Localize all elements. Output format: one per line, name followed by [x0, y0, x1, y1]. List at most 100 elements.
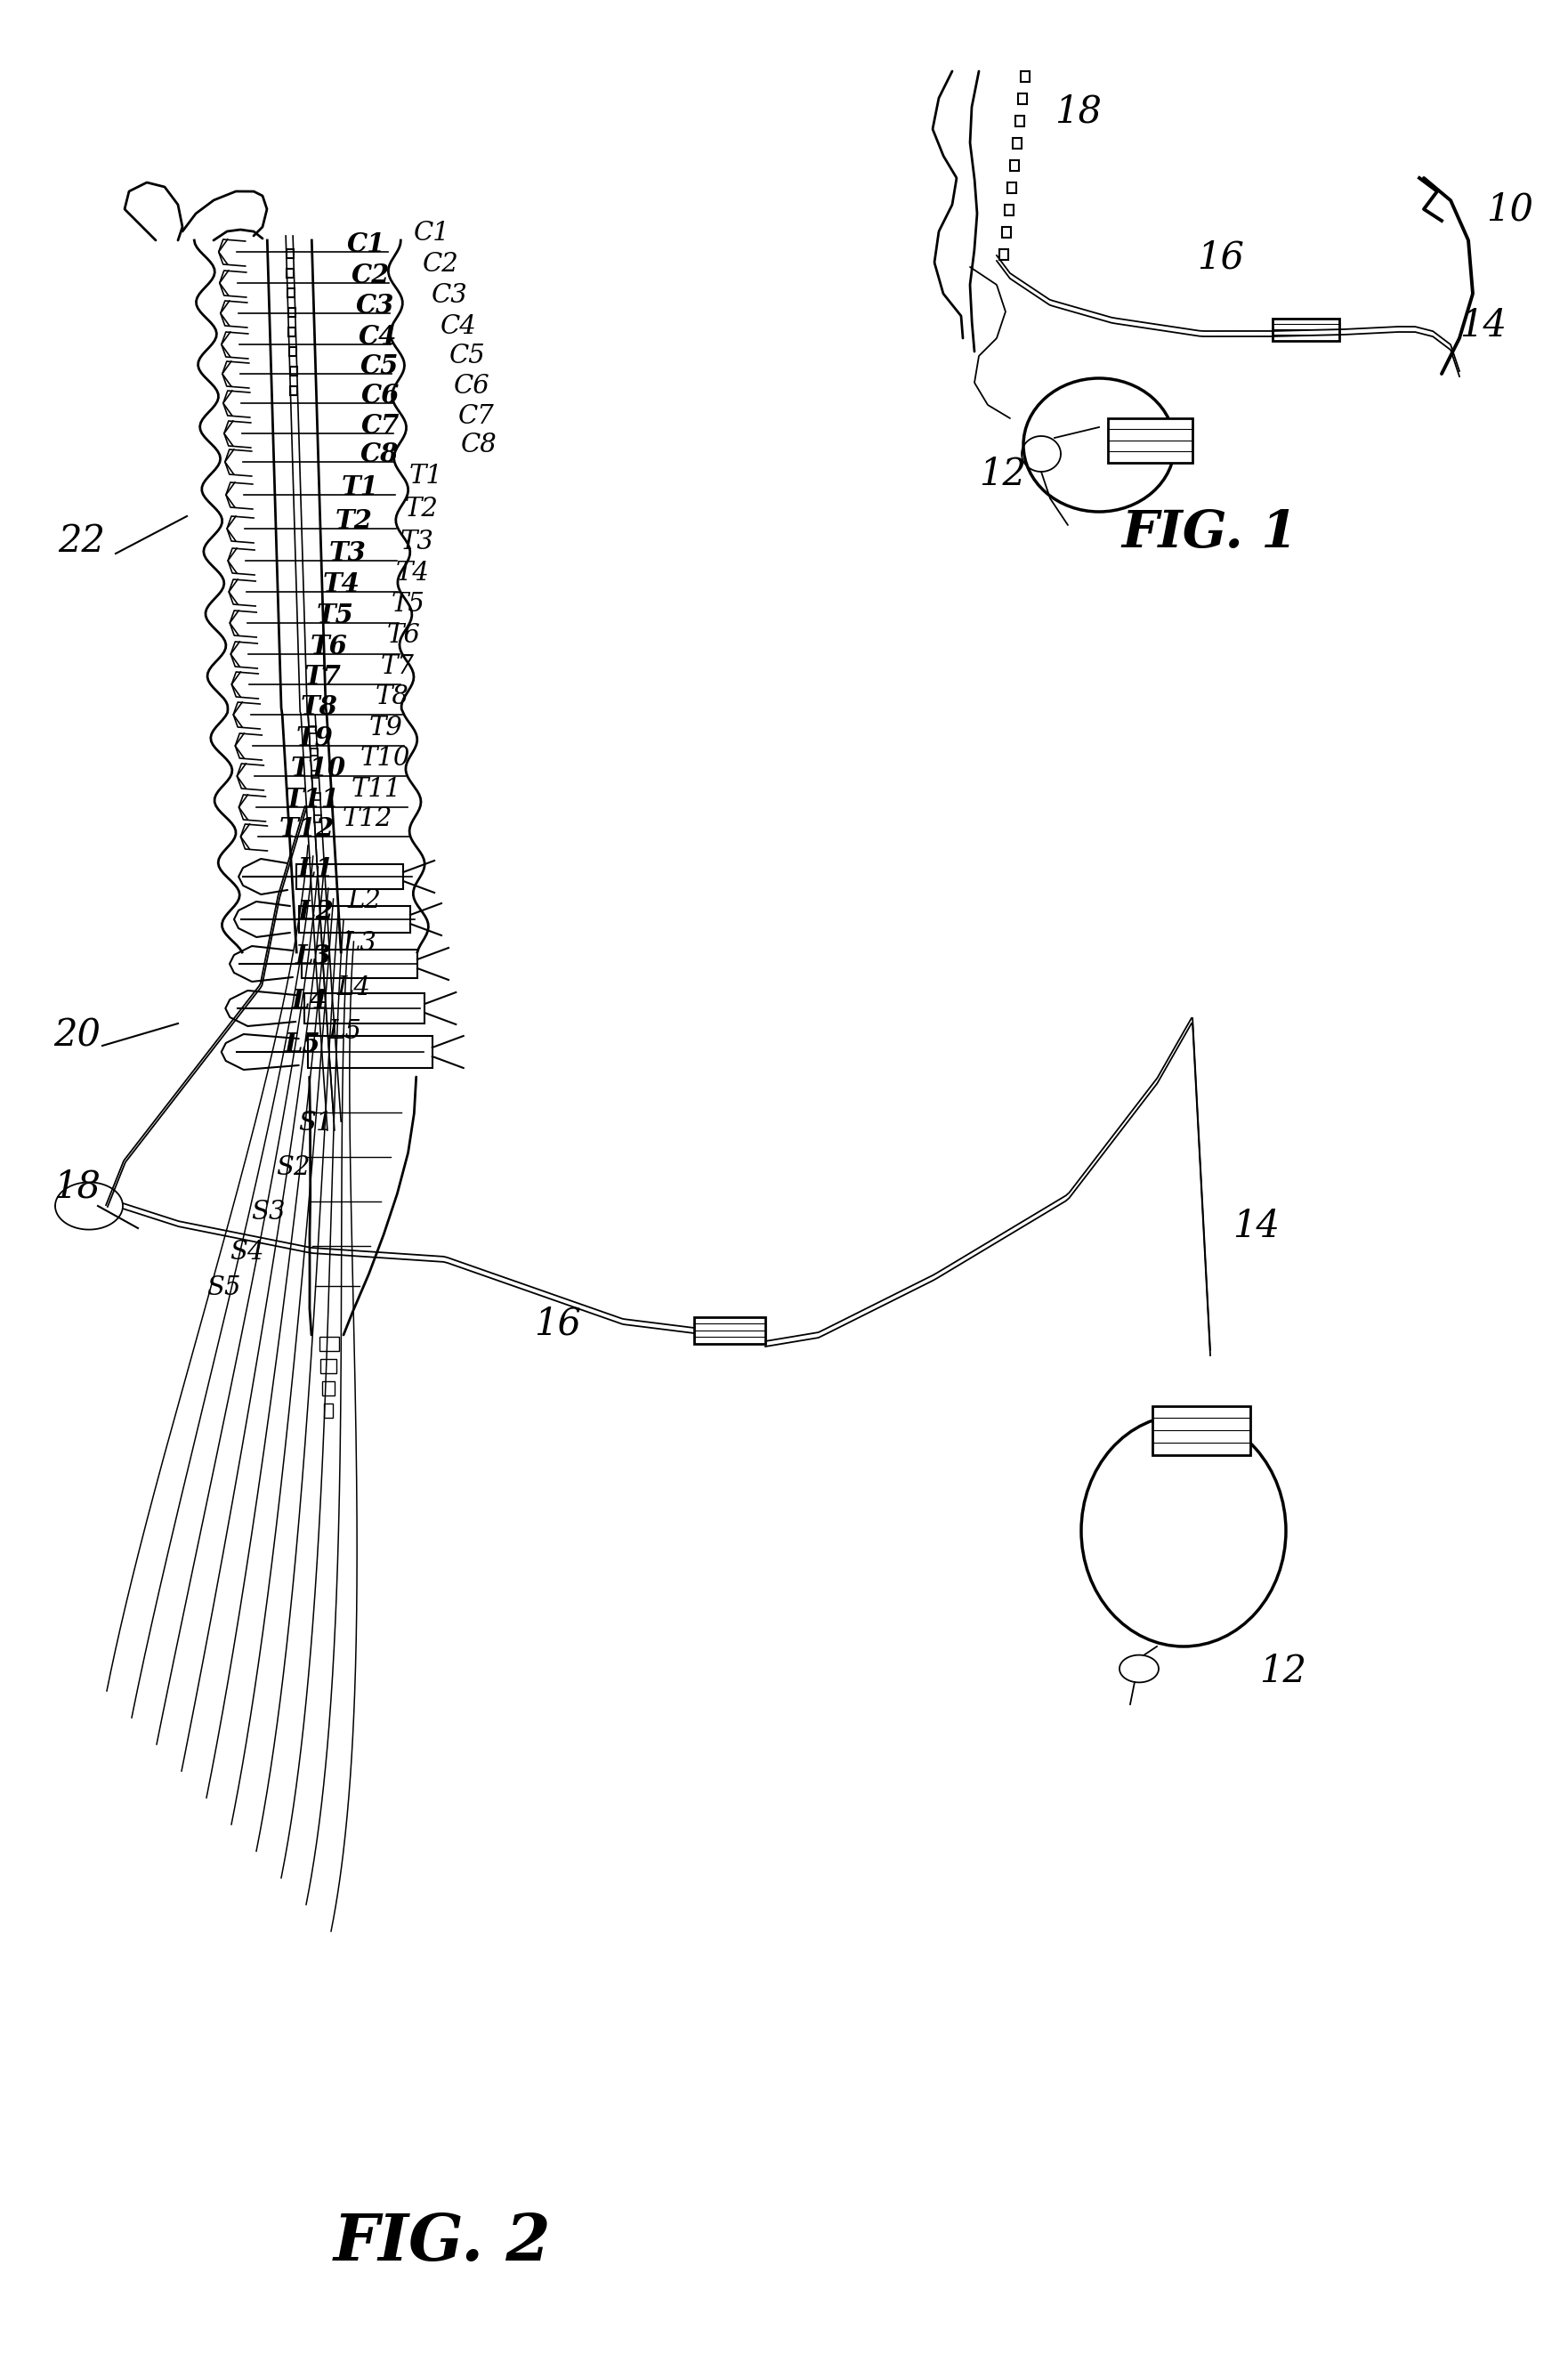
- Bar: [1109, 419, 1192, 464]
- Bar: [1273, 318, 1339, 341]
- Bar: [1018, 94, 1027, 104]
- Text: C8: C8: [461, 433, 497, 457]
- Text: L4: L4: [292, 989, 328, 1015]
- Text: S2: S2: [276, 1156, 310, 1179]
- Text: T7: T7: [381, 654, 414, 678]
- Text: C2: C2: [423, 252, 459, 278]
- Text: S1: S1: [298, 1111, 332, 1135]
- Text: T3: T3: [400, 530, 434, 556]
- Text: C1: C1: [414, 221, 450, 245]
- Bar: [289, 327, 296, 337]
- Text: T10: T10: [361, 746, 411, 770]
- Text: T9: T9: [370, 716, 403, 742]
- Text: T8: T8: [301, 694, 339, 720]
- Bar: [287, 287, 295, 297]
- Bar: [287, 250, 293, 259]
- Bar: [1002, 226, 1011, 238]
- Bar: [289, 308, 295, 318]
- Bar: [289, 346, 296, 355]
- Text: T5: T5: [317, 603, 354, 629]
- Text: C8: C8: [361, 443, 398, 466]
- Bar: [314, 793, 320, 800]
- Text: L5: L5: [328, 1019, 361, 1043]
- Text: T6: T6: [387, 624, 420, 647]
- Bar: [290, 386, 298, 395]
- Text: C4: C4: [441, 313, 477, 339]
- FancyBboxPatch shape: [307, 1036, 433, 1069]
- Text: T11: T11: [285, 786, 340, 812]
- Text: T12: T12: [279, 817, 334, 843]
- Text: 10: 10: [1486, 191, 1534, 228]
- Text: L2: L2: [347, 887, 381, 913]
- Text: T1: T1: [342, 476, 379, 499]
- Text: T4: T4: [397, 560, 430, 586]
- Text: T7: T7: [304, 664, 342, 690]
- Text: C4: C4: [359, 325, 397, 351]
- Text: C7: C7: [458, 405, 494, 428]
- Text: L3: L3: [343, 930, 376, 956]
- Text: 12: 12: [1259, 1653, 1306, 1690]
- Ellipse shape: [1082, 1415, 1286, 1645]
- Text: C6: C6: [361, 384, 400, 410]
- FancyBboxPatch shape: [296, 864, 403, 890]
- Text: 14: 14: [1232, 1208, 1279, 1245]
- Text: T6: T6: [310, 633, 348, 659]
- Text: T2: T2: [405, 497, 439, 523]
- Bar: [999, 250, 1008, 259]
- Bar: [290, 367, 296, 377]
- Bar: [1013, 139, 1022, 148]
- Text: C7: C7: [361, 412, 400, 438]
- Text: 16: 16: [535, 1306, 582, 1344]
- Bar: [1021, 71, 1030, 82]
- Text: 20: 20: [53, 1017, 100, 1055]
- Text: 16: 16: [1196, 240, 1243, 278]
- FancyBboxPatch shape: [304, 993, 425, 1024]
- Text: S3: S3: [251, 1201, 285, 1224]
- Text: T9: T9: [296, 725, 334, 751]
- Text: FIG. 1: FIG. 1: [1121, 508, 1297, 558]
- Text: T1: T1: [409, 464, 444, 490]
- Text: 18: 18: [1055, 94, 1102, 132]
- Bar: [321, 1358, 337, 1372]
- Bar: [309, 727, 317, 734]
- FancyBboxPatch shape: [301, 949, 417, 979]
- Bar: [1005, 205, 1013, 214]
- Bar: [287, 268, 295, 278]
- Text: L2: L2: [298, 899, 334, 925]
- Text: S4: S4: [229, 1241, 263, 1264]
- Bar: [1007, 184, 1016, 193]
- Text: FIG. 2: FIG. 2: [334, 2210, 552, 2274]
- Text: T8: T8: [376, 685, 409, 709]
- Text: 14: 14: [1460, 306, 1507, 344]
- Text: 18: 18: [53, 1168, 100, 1205]
- Bar: [695, 1318, 765, 1344]
- Text: L5: L5: [285, 1031, 321, 1057]
- Text: C6: C6: [453, 374, 491, 398]
- Text: T5: T5: [392, 591, 425, 617]
- Text: T10: T10: [292, 756, 347, 782]
- Text: S5: S5: [207, 1276, 241, 1299]
- Text: L1: L1: [298, 857, 334, 883]
- Text: L3: L3: [295, 944, 332, 970]
- Text: 22: 22: [58, 523, 105, 560]
- Text: T4: T4: [323, 572, 361, 598]
- Ellipse shape: [1024, 379, 1174, 511]
- Bar: [310, 749, 317, 756]
- Text: T12: T12: [343, 807, 392, 831]
- Text: T3: T3: [329, 539, 367, 565]
- Text: C5: C5: [361, 353, 398, 379]
- Bar: [1152, 1405, 1250, 1455]
- Bar: [320, 1337, 339, 1351]
- Text: C3: C3: [431, 282, 467, 308]
- Text: T11: T11: [351, 777, 401, 803]
- Bar: [1010, 160, 1019, 172]
- Text: C3: C3: [356, 292, 395, 318]
- Text: C2: C2: [351, 264, 390, 287]
- Text: 12: 12: [978, 457, 1025, 492]
- Bar: [314, 814, 321, 822]
- Bar: [325, 1403, 332, 1417]
- Text: C5: C5: [450, 344, 486, 370]
- Text: C1: C1: [347, 231, 386, 257]
- Text: T2: T2: [336, 508, 373, 534]
- Bar: [312, 770, 318, 777]
